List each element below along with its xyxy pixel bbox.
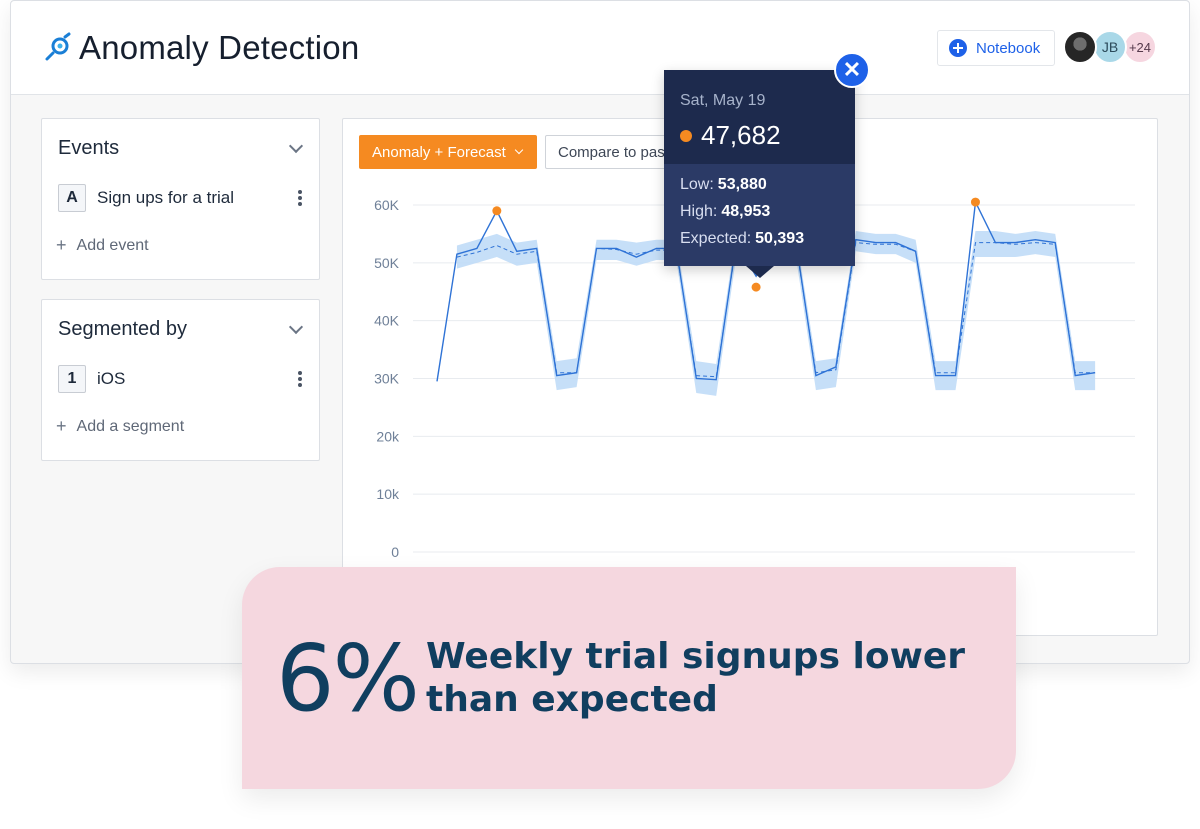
add-circle-icon [949,39,967,57]
anomaly-forecast-dropdown[interactable]: Anomaly + Forecast [359,135,537,169]
tooltip-expected-value: 50,393 [755,230,805,247]
segment-item[interactable]: 1 iOS [58,364,308,394]
plus-icon: + [56,416,67,436]
avatar-more-count[interactable]: +24 [1123,30,1157,64]
header: Anomaly Detection Notebook +24 JB [11,1,1189,95]
chevron-down-icon [514,145,524,155]
add-event-button[interactable]: + Add event [56,235,149,256]
tooltip-low-label: Low: [680,176,714,193]
insight-callout: 6% Weekly trial signups lower than expec… [242,567,1016,789]
notebook-button[interactable]: Notebook [937,30,1055,66]
tooltip-low-row: Low: 53,880 [680,176,767,194]
chevron-down-icon[interactable] [288,319,304,335]
plus-icon: + [56,235,67,255]
segments-panel: Segmented by 1 iOS + Add a segment [41,299,320,461]
chevron-down-icon[interactable] [288,138,304,154]
add-event-label: Add event [76,236,149,254]
tooltip-high-label: High: [680,203,718,220]
tooltip-pointer [746,266,774,278]
tooltip-value: 47,682 [680,120,781,151]
events-panel: Events A Sign ups for a trial + Add even… [41,118,320,280]
tooltip-expected-row: Expected: 50,393 [680,230,804,248]
anomaly-dot-icon [680,129,692,142]
tooltip-high-value: 48,953 [721,203,771,220]
compare-label: Compare to past [558,143,669,161]
event-badge: A [58,184,86,212]
tooltip-expected-label: Expected: [680,230,752,247]
add-segment-label: Add a segment [76,417,185,435]
notebook-button-label: Notebook [976,39,1041,57]
segments-panel-title: Segmented by [58,318,187,340]
events-panel-title: Events [58,137,120,159]
tooltip-value-text: 47,682 [701,120,781,150]
data-tooltip: Sat, May 19 47,682 Low: 53,880 High: 48,95… [664,70,855,278]
tooltip-date: Sat, May 19 [680,92,766,109]
tooltip-header: Sat, May 19 47,682 [664,70,855,164]
add-segment-button[interactable]: + Add a segment [56,416,184,437]
kebab-menu-icon[interactable] [298,371,302,387]
close-icon: ✕ [842,57,862,82]
anomaly-forecast-label: Anomaly + Forecast [372,143,506,161]
segment-label: iOS [97,369,126,388]
anomaly-logo-icon [45,32,71,61]
avatar-jb[interactable]: JB [1093,30,1127,64]
callout-percent: 6% [276,625,420,732]
compare-to-past-dropdown[interactable]: Compare to past [545,135,685,169]
callout-message: Weekly trial signups lower than expected [426,636,966,720]
tooltip-high-row: High: 48,953 [680,203,770,221]
page-title: Anomaly Detection [79,29,360,66]
kebab-menu-icon[interactable] [298,190,302,206]
app-window: Anomaly Detection Notebook +24 JB Events… [10,0,1190,664]
event-item[interactable]: A Sign ups for a trial [58,183,308,213]
segment-badge: 1 [58,365,86,393]
avatar-photo[interactable] [1063,30,1097,64]
event-label: Sign ups for a trial [97,188,235,207]
tooltip-low-value: 53,880 [717,176,767,193]
close-tooltip-button[interactable]: ✕ [834,52,870,88]
